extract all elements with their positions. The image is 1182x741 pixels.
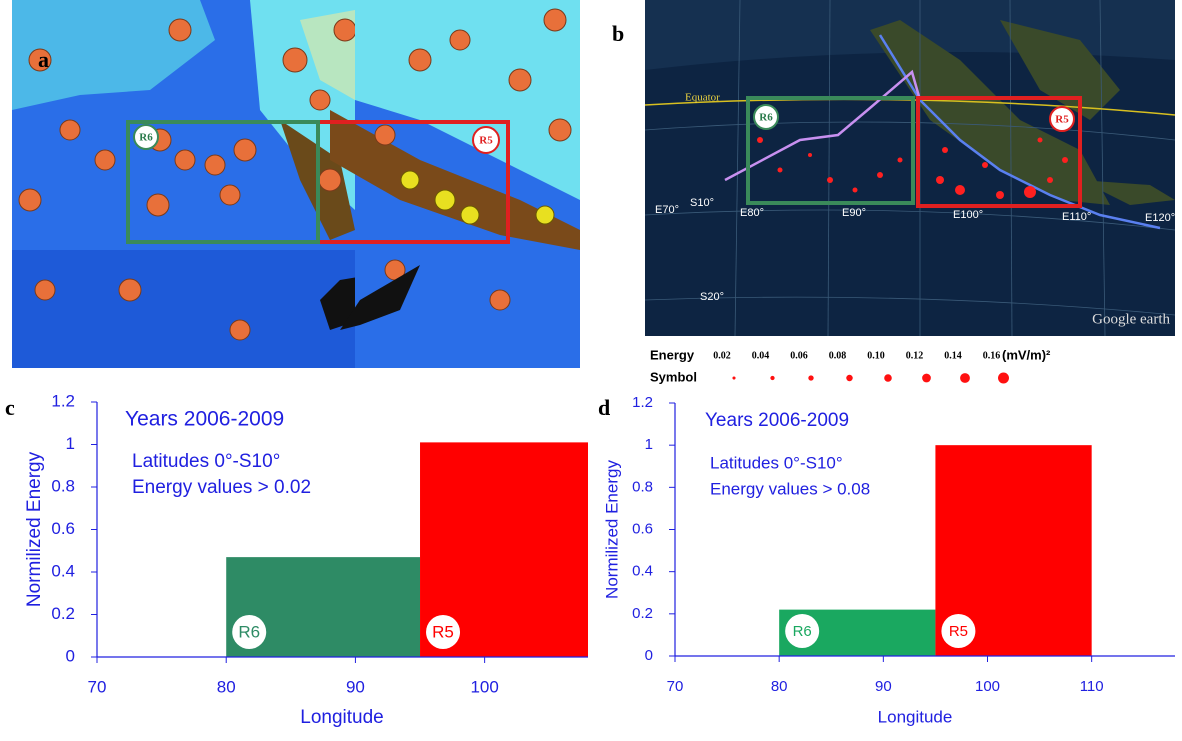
y-tick-label: 0	[645, 647, 653, 664]
legend-value: 0.12	[906, 350, 924, 361]
grid-label: E90°	[842, 207, 866, 219]
legend-value: 0.04	[752, 350, 770, 361]
legend-symbol	[998, 373, 1009, 384]
panel-label: a	[38, 47, 49, 72]
y-tick-label: 0.6	[632, 520, 653, 537]
figure: R6 R5 a b R6 R5 Equator E70° S10° E80° E…	[0, 0, 1182, 736]
y-tick-label: 0.2	[632, 605, 653, 622]
bar-label: R6	[238, 622, 260, 641]
grid-label: E120°	[1145, 212, 1175, 224]
region-label: R6	[759, 112, 773, 124]
legend-symbol	[884, 374, 892, 382]
x-tick-label: 70	[667, 678, 684, 695]
x-tick-label: 70	[88, 677, 107, 696]
equator-label: Equator	[685, 92, 720, 104]
y-tick-label: 0.4	[51, 561, 75, 580]
bars: R6 R5	[226, 442, 614, 657]
chart: R6 R5 0 0.2 0.4 0.6 0.8 1 1.2 70 80 90 100 110 d Years …	[598, 394, 1175, 727]
legend-value: 0.06	[790, 350, 808, 361]
bars: R6 R5	[779, 445, 1092, 656]
y-tick-label: 1	[66, 434, 75, 453]
legend-symbol-label: Symbol	[650, 369, 697, 384]
grid-label: E100°	[953, 209, 983, 221]
annotation: Latitudes 0°-S10°	[132, 451, 280, 472]
y-tick-label: 0.6	[51, 519, 75, 538]
x-axis-label: Longitude	[878, 707, 953, 726]
grid-label: E80°	[740, 207, 764, 219]
legend-symbol	[846, 375, 852, 381]
x-tick-label: 80	[771, 678, 788, 695]
x-tick-label: 100	[975, 678, 1000, 695]
x-tick-label: 110	[1080, 678, 1104, 695]
panel-label: b	[612, 21, 624, 46]
annotation: Energy values > 0.08	[710, 479, 870, 498]
chart: R6 R5 0 0.2 0.4 0.6 0.8 1 1.2 70 80 90 100 c Years 200…	[5, 391, 614, 728]
x-tick-label: 80	[217, 677, 236, 696]
annotation: Latitudes 0°-S10°	[710, 453, 843, 472]
x-axis-label: Longitude	[300, 707, 383, 728]
grid-label: E110°	[1062, 211, 1091, 223]
y-tick-label: 0.8	[632, 478, 653, 495]
legend-value: 0.16	[983, 350, 1001, 361]
legend-symbol	[808, 375, 813, 380]
legend-title: Energy	[650, 347, 695, 362]
x-tick-label: 100	[470, 677, 498, 696]
y-tick-label: 0.8	[51, 476, 75, 495]
legend-symbol	[770, 376, 774, 380]
energy-legend: 0.02 0.04 0.06 0.08 0.10 0.12 0.14 0.16	[713, 350, 1009, 383]
bar-label: R6	[793, 623, 812, 640]
charts: R6 R5 0 0.2 0.4 0.6 0.8 1 1.2 70 80 90 100 c Years 200…	[5, 391, 1175, 728]
legend-symbol	[732, 376, 735, 379]
x-tick-label: 90	[346, 677, 365, 696]
legend-symbol	[960, 373, 970, 383]
y-axis-label: Normilized Energy	[24, 451, 45, 607]
grid-label: E70°	[655, 204, 679, 216]
legend-symbol	[922, 374, 931, 383]
legend-unit: (mV/m)²	[1002, 347, 1051, 362]
map-a	[12, 0, 400, 368]
y-tick-label: 1.2	[632, 394, 653, 411]
legend-value: 0.02	[713, 350, 731, 361]
legend-value: 0.10	[867, 350, 885, 361]
map-b	[645, 0, 1175, 336]
legend-value: 0.08	[829, 350, 847, 361]
panel-label: d	[598, 395, 610, 420]
grid-label: S10°	[690, 197, 714, 209]
chart-title: Years 2006-2009	[125, 408, 284, 431]
y-tick-label: 1.2	[51, 391, 75, 410]
legend-value: 0.14	[944, 350, 962, 361]
panel-label: c	[5, 395, 15, 420]
region-label: R6	[139, 132, 153, 144]
gap	[580, 0, 645, 368]
chart-title: Years 2006-2009	[705, 410, 849, 431]
bar-label: R5	[432, 622, 454, 641]
region-label: R5	[479, 135, 493, 147]
brand: Google earth	[1092, 311, 1170, 327]
bar-label: R5	[949, 623, 968, 640]
grid-label: S20°	[700, 291, 724, 303]
y-tick-label: 0.2	[51, 604, 75, 623]
x-tick-label: 90	[875, 678, 892, 695]
y-axis-label: Normilized Energy	[602, 460, 621, 599]
region-label: R5	[1055, 114, 1069, 126]
y-tick-label: 1	[645, 436, 653, 453]
annotation: Energy values > 0.02	[132, 477, 311, 498]
y-tick-label: 0.4	[632, 563, 653, 580]
y-tick-label: 0	[66, 646, 75, 665]
